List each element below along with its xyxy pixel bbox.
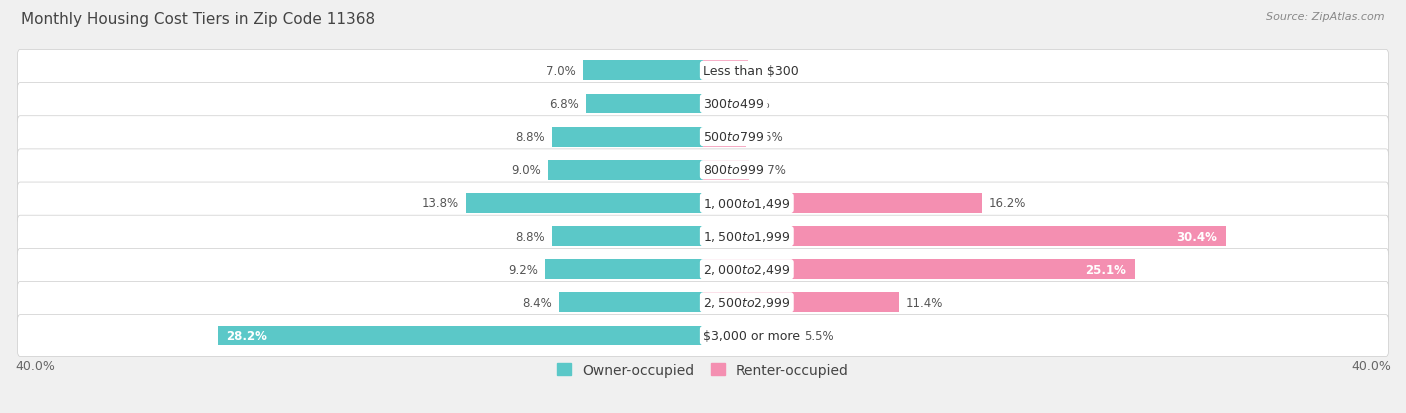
Bar [703,260,1135,280]
Text: $2,000 to $2,499: $2,000 to $2,499 [703,263,790,277]
Text: 25.1%: 25.1% [1085,263,1126,276]
FancyBboxPatch shape [18,83,1388,125]
Text: 8.8%: 8.8% [515,131,544,144]
Text: Monthly Housing Cost Tiers in Zip Code 11368: Monthly Housing Cost Tiers in Zip Code 1… [21,12,375,27]
Text: 13.8%: 13.8% [422,197,458,210]
Bar [551,127,703,147]
Text: 16.2%: 16.2% [988,197,1026,210]
Text: 8.4%: 8.4% [522,296,551,309]
FancyBboxPatch shape [18,216,1388,257]
Text: 2.6%: 2.6% [755,65,785,78]
Text: $500 to $799: $500 to $799 [703,131,765,144]
Text: 2.5%: 2.5% [752,131,783,144]
FancyBboxPatch shape [18,183,1388,224]
FancyBboxPatch shape [18,150,1388,191]
Text: 8.8%: 8.8% [515,230,544,243]
Bar [558,293,703,313]
Text: $300 to $499: $300 to $499 [703,98,765,111]
Text: $1,000 to $1,499: $1,000 to $1,499 [703,197,790,210]
Text: 7.0%: 7.0% [546,65,575,78]
Legend: Owner-occupied, Renter-occupied: Owner-occupied, Renter-occupied [557,363,849,377]
Text: $3,000 or more: $3,000 or more [703,329,800,342]
Text: 30.4%: 30.4% [1177,230,1218,243]
FancyBboxPatch shape [18,249,1388,290]
Text: 11.4%: 11.4% [905,296,943,309]
Text: Less than $300: Less than $300 [703,65,799,78]
FancyBboxPatch shape [18,282,1388,323]
Text: 1.8%: 1.8% [741,98,770,111]
Text: $2,500 to $2,999: $2,500 to $2,999 [703,296,790,310]
Text: 9.2%: 9.2% [508,263,538,276]
Text: $800 to $999: $800 to $999 [703,164,765,177]
Bar [548,160,703,180]
FancyBboxPatch shape [18,116,1388,158]
Bar [586,94,703,114]
Bar [703,61,748,81]
FancyBboxPatch shape [18,50,1388,92]
FancyBboxPatch shape [18,315,1388,356]
Bar [703,227,1226,247]
Bar [551,227,703,247]
Bar [703,194,981,214]
Text: 28.2%: 28.2% [226,329,267,342]
Text: 5.5%: 5.5% [804,329,834,342]
Bar [465,194,703,214]
Bar [703,160,749,180]
Text: 2.7%: 2.7% [756,164,786,177]
Text: 6.8%: 6.8% [550,98,579,111]
Bar [703,293,898,313]
Text: $1,500 to $1,999: $1,500 to $1,999 [703,230,790,244]
Bar [218,326,703,346]
Bar [703,326,797,346]
Bar [703,127,747,147]
Bar [544,260,703,280]
Text: 40.0%: 40.0% [1351,359,1391,372]
Text: Source: ZipAtlas.com: Source: ZipAtlas.com [1267,12,1385,22]
Bar [582,61,703,81]
Text: 9.0%: 9.0% [512,164,541,177]
Text: 40.0%: 40.0% [15,359,55,372]
Bar [703,94,734,114]
